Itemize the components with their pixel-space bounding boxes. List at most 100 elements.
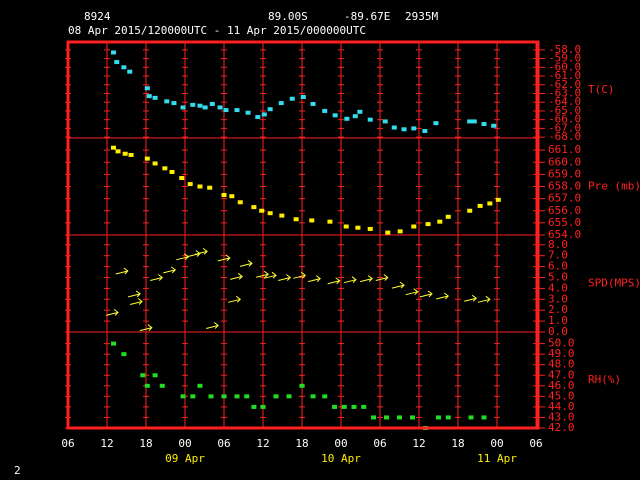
y-tick-label: -62.0: [548, 78, 581, 91]
point: [121, 352, 127, 357]
point: [436, 415, 441, 420]
wind-arrow: [375, 274, 389, 281]
point: [259, 208, 265, 213]
period: 08 Apr 2015/120000UTC - 11 Apr 2015/0000…: [68, 24, 366, 37]
point: [371, 415, 376, 420]
x-tick-label: 06: [217, 437, 230, 450]
point: [286, 394, 292, 399]
y-tick-label: -67.0: [548, 121, 581, 134]
point: [111, 145, 116, 150]
point: [122, 151, 128, 156]
point: [180, 394, 186, 399]
point: [223, 108, 229, 113]
y-tick-label: 655.0: [548, 216, 581, 229]
y-axis-label: Pre (mb): [588, 180, 640, 193]
y-tick-label: 656.0: [548, 204, 581, 217]
y-tick-label: 657.0: [548, 192, 581, 205]
point: [169, 169, 175, 174]
x-tick-label: 06: [529, 437, 542, 450]
wind-arrow: [206, 322, 219, 329]
point: [481, 415, 487, 420]
point: [209, 101, 215, 106]
y-tick-label: 4.0: [548, 281, 568, 294]
y-tick-label: 45.0: [548, 389, 575, 402]
date-label: 11 Apr: [477, 452, 517, 465]
point: [190, 394, 196, 399]
point: [477, 203, 483, 208]
point: [401, 127, 407, 132]
point: [445, 214, 451, 219]
point: [471, 119, 477, 124]
y-tick-label: 658.0: [548, 180, 581, 193]
x-tick-label: 18: [451, 437, 464, 450]
point: [322, 394, 328, 399]
point: [234, 394, 240, 399]
point: [197, 103, 203, 108]
wind-arrow: [293, 271, 307, 279]
wind-arrow: [405, 288, 419, 296]
wind-arrow: [360, 275, 373, 283]
point: [114, 60, 120, 65]
y-tick-label: -68.0: [548, 130, 581, 143]
point: [445, 415, 451, 420]
y-tick-label: 49.0: [548, 347, 575, 360]
point: [207, 185, 213, 190]
point: [410, 415, 415, 420]
point: [343, 224, 349, 229]
wind-arrow: [139, 324, 153, 332]
y-tick-label: 659.0: [548, 167, 581, 180]
point: [341, 404, 347, 409]
point: [164, 99, 170, 104]
point: [255, 115, 261, 120]
point: [144, 383, 150, 388]
point: [267, 107, 273, 112]
y-tick-label: 7.0: [548, 249, 568, 262]
point: [267, 211, 273, 216]
point: [385, 230, 391, 235]
point: [332, 113, 338, 118]
x-tick-label: 06: [61, 437, 74, 450]
point: [162, 166, 168, 171]
y-tick-label: 42.0: [548, 421, 575, 434]
y-tick-label: 2.0: [548, 303, 568, 316]
date-label: 09 Apr: [165, 452, 205, 465]
point: [159, 383, 165, 388]
y-tick-label: 661.0: [548, 143, 581, 156]
point: [251, 404, 257, 409]
point: [344, 116, 350, 121]
point: [197, 383, 203, 388]
y-tick-label: 50.0: [548, 337, 575, 350]
wind-arrow: [391, 281, 405, 289]
wind-arrow: [278, 274, 292, 281]
point: [367, 117, 373, 122]
longitude: -89.67E: [344, 10, 390, 23]
point: [261, 112, 267, 117]
point: [244, 394, 250, 399]
point: [437, 219, 443, 224]
wind-arrow: [477, 295, 491, 303]
wind-arrow: [419, 290, 433, 298]
wind-arrow: [230, 273, 243, 280]
point: [152, 161, 158, 166]
point: [361, 404, 367, 409]
point: [481, 122, 487, 127]
point: [152, 95, 158, 100]
wind-arrow: [256, 270, 269, 278]
point: [397, 229, 403, 234]
wind-arrow: [176, 253, 190, 261]
wind-arrow: [228, 295, 242, 303]
point: [411, 126, 417, 131]
point: [382, 119, 388, 124]
point: [245, 110, 251, 115]
y-tick-label: -59.0: [548, 52, 581, 65]
point: [352, 114, 358, 119]
point: [411, 224, 417, 229]
point: [332, 404, 337, 409]
point: [115, 149, 121, 154]
x-tick-label: 06: [373, 437, 386, 450]
elevation: 2935M: [405, 10, 438, 23]
wind-arrow: [105, 308, 119, 316]
point: [144, 156, 150, 161]
y-axis-label: T(C): [588, 83, 615, 96]
